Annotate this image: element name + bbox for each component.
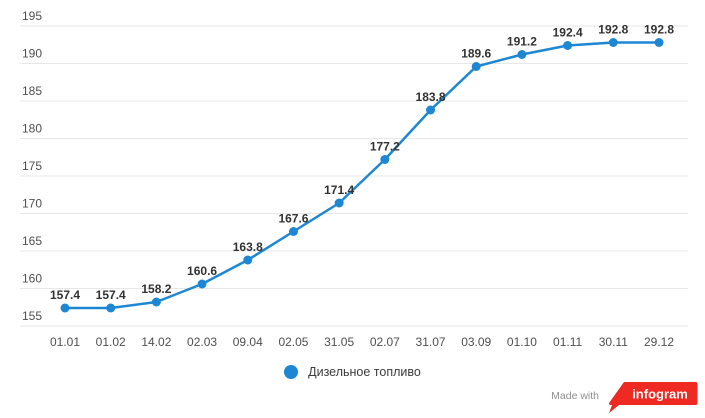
- data-point[interactable]: [60, 303, 70, 313]
- x-axis-label: 30.11: [599, 335, 628, 349]
- x-axis-label: 01.02: [96, 335, 126, 349]
- data-label: 158.2: [141, 282, 171, 296]
- data-point[interactable]: [151, 297, 161, 307]
- x-axis-label: 02.05: [278, 335, 308, 349]
- x-axis-label: 03.09: [461, 335, 491, 349]
- infogram-logo-text: infogram: [632, 387, 688, 402]
- data-label: 192.8: [644, 23, 674, 37]
- data-point[interactable]: [243, 255, 253, 265]
- y-axis-label: 190: [22, 47, 42, 61]
- y-axis-label: 175: [22, 159, 42, 173]
- data-point[interactable]: [608, 38, 618, 47]
- data-label: 163.8: [233, 240, 263, 254]
- data-label: 191.2: [507, 35, 537, 49]
- infogram-logo[interactable]: infogram: [606, 381, 700, 414]
- data-point[interactable]: [654, 38, 664, 47]
- legend-swatch-icon: [284, 365, 299, 379]
- data-label: 160.6: [187, 264, 217, 278]
- y-axis-label: 180: [22, 122, 42, 136]
- data-label: 157.4: [50, 288, 80, 302]
- data-label: 157.4: [96, 288, 126, 302]
- data-point[interactable]: [471, 62, 481, 71]
- y-axis-label: 195: [22, 9, 42, 23]
- x-axis-label: 29.12: [644, 335, 674, 349]
- x-axis-label: 09.04: [233, 335, 263, 349]
- data-label: 183.8: [416, 90, 446, 104]
- y-axis-label: 170: [22, 197, 42, 211]
- data-label: 177.2: [370, 140, 400, 154]
- data-point[interactable]: [563, 41, 573, 50]
- data-label: 167.6: [278, 212, 308, 226]
- data-point[interactable]: [106, 303, 116, 313]
- chart-area: 155 160 165 170 175 180 185 190 195 157.4 01.01 157…: [20, 9, 688, 349]
- legend: Дизельное топливо: [0, 364, 705, 380]
- y-axis-label: 165: [22, 234, 42, 248]
- x-axis-label: 14.02: [141, 335, 171, 349]
- data-point[interactable]: [517, 50, 527, 59]
- line-chart: 155 160 165 170 175 180 185 190 195 157.4 01.01 157…: [20, 9, 688, 349]
- data-point[interactable]: [197, 279, 207, 289]
- data-point[interactable]: [426, 105, 436, 115]
- series-line: [63, 41, 661, 310]
- infogram-logo-bubble: [609, 382, 698, 413]
- y-axis-label: 155: [22, 309, 42, 323]
- data-label: 171.4: [324, 183, 354, 197]
- y-axis-label: 160: [22, 272, 42, 286]
- x-axis-label: 01.11: [553, 335, 582, 349]
- x-axis-label: 01.01: [50, 335, 80, 349]
- data-point[interactable]: [334, 198, 344, 208]
- data-label: 189.6: [461, 47, 491, 61]
- data-point[interactable]: [288, 227, 298, 236]
- legend-item[interactable]: Дизельное топливо: [284, 365, 421, 379]
- infogram-watermark[interactable]: Made with infogram: [551, 381, 700, 414]
- x-axis-label: 02.07: [370, 335, 400, 349]
- data-label: 192.4: [553, 26, 583, 40]
- data-label: 192.8: [598, 23, 628, 37]
- x-axis-label: 31.07: [416, 335, 446, 349]
- data-point[interactable]: [380, 155, 390, 164]
- x-axis-label: 02.03: [187, 335, 217, 349]
- legend-label: Дизельное топливо: [308, 365, 421, 379]
- x-axis-label: 01.10: [507, 335, 537, 349]
- x-axis-label: 31.05: [324, 335, 354, 349]
- made-with-text: Made with: [551, 389, 599, 402]
- y-axis-label: 185: [22, 84, 42, 98]
